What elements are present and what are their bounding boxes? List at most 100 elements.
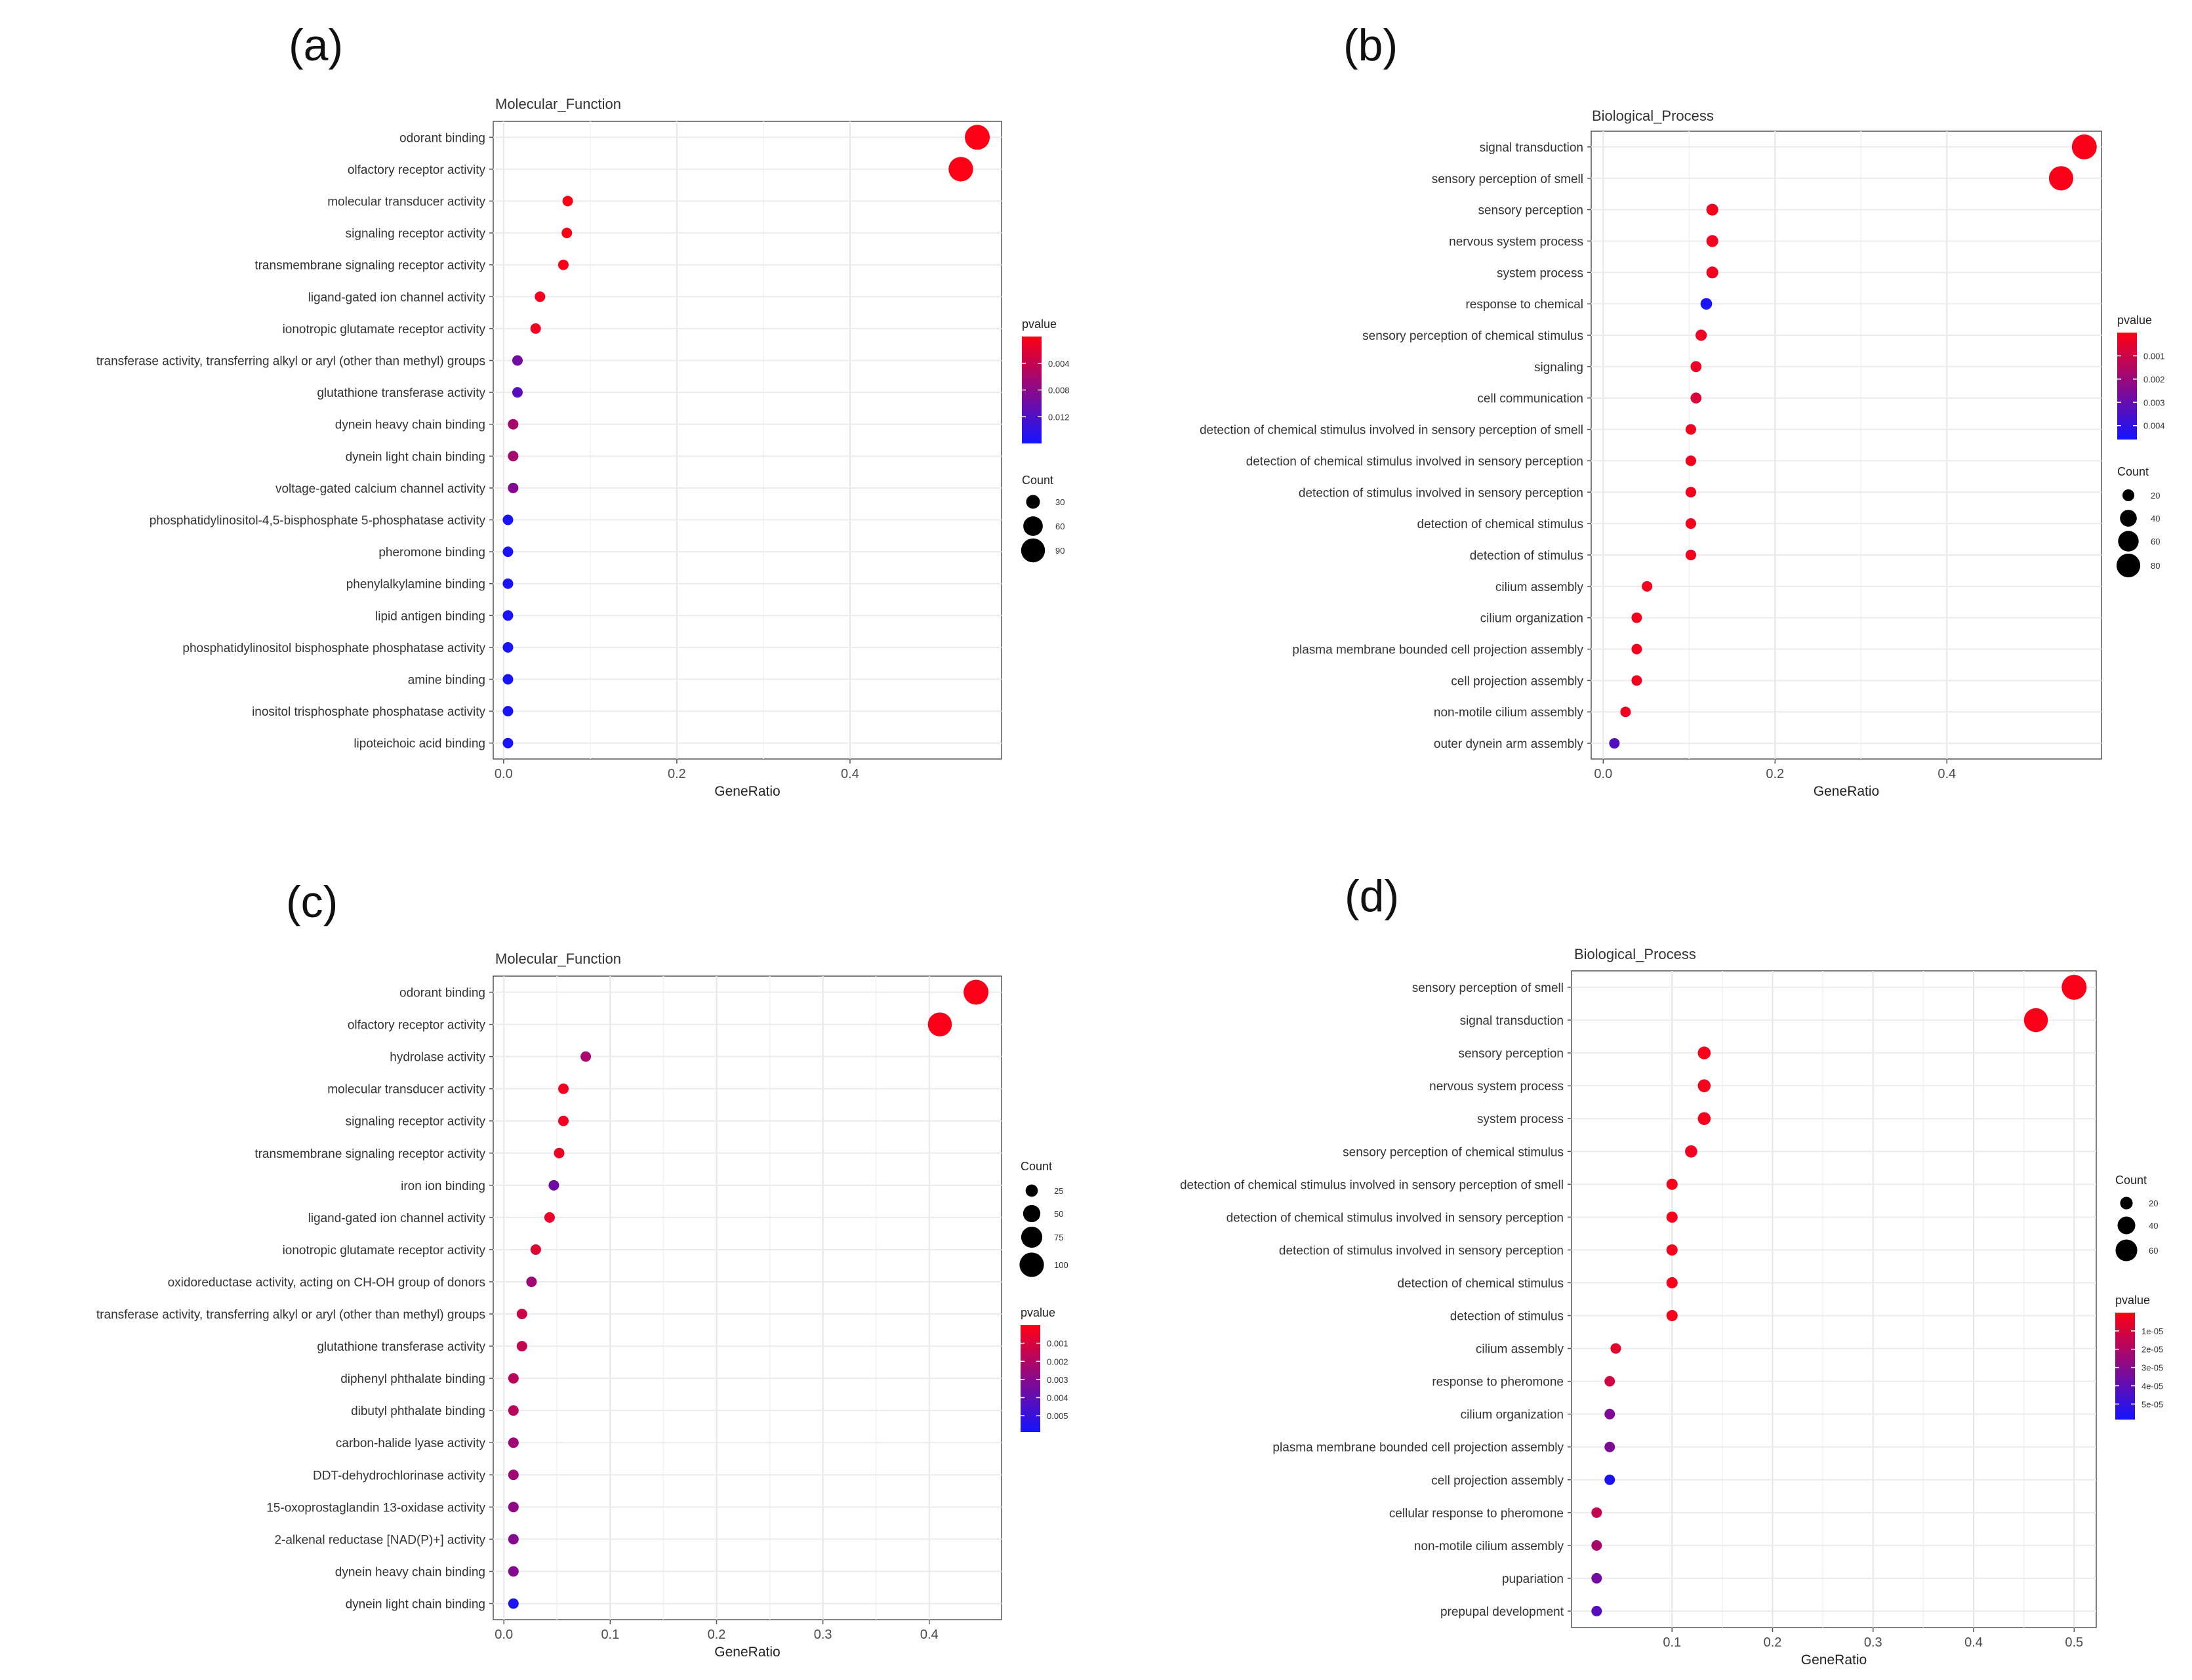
count-legend-key [1021, 538, 1045, 563]
data-point [580, 1051, 592, 1062]
pvalue-legend-label: 0.002 [2143, 375, 2165, 384]
data-point [508, 1373, 519, 1384]
y-tick-label: sensory perception [1458, 1047, 1564, 1061]
data-point [1706, 235, 1718, 247]
y-tick-label: ionotropic glutamate receptor activity [283, 323, 486, 337]
chart-title: Molecular_Function [495, 96, 621, 112]
data-point [1604, 1408, 1615, 1420]
data-point [1706, 266, 1718, 279]
pvalue-legend-label: 0.004 [1047, 1393, 1068, 1403]
count-legend-title: Count [2117, 465, 2149, 478]
x-tick-label: 0.0 [495, 1628, 513, 1642]
data-point [1620, 707, 1631, 718]
data-point [502, 737, 514, 748]
pvalue-legend-label: 0.001 [2143, 351, 2165, 361]
x-axis-title: GeneRatio [714, 784, 780, 799]
y-tick-label: cilium assembly [1476, 1343, 1564, 1357]
data-point [508, 1534, 519, 1545]
pvalue-legend-label: 5e-05 [2141, 1399, 2163, 1409]
data-point [1685, 424, 1697, 435]
count-legend-key [2117, 1216, 2136, 1235]
x-axis-title: GeneRatio [714, 1645, 780, 1660]
data-point [508, 451, 519, 462]
data-point [965, 125, 990, 150]
y-tick-label: sensory perception of smell [1412, 981, 1564, 995]
y-tick-label: cell communication [1477, 392, 1583, 406]
data-point [1697, 1046, 1711, 1059]
y-tick-label: olfactory receptor activity [348, 163, 486, 177]
y-tick-label: signaling [1534, 361, 1583, 375]
count-legend-key [2122, 489, 2135, 502]
count-legend-key [1021, 1226, 1043, 1248]
y-tick-label: phosphatidylinositol-4,5-bisphosphate 5-… [150, 514, 486, 528]
y-tick-label: transmembrane signaling receptor activit… [254, 259, 485, 273]
x-tick-label: 0.4 [841, 767, 859, 781]
data-point [1591, 1572, 1602, 1584]
x-axis-title: GeneRatio [1801, 1652, 1867, 1668]
y-tick-label: ligand-gated ion channel activity [308, 1212, 486, 1225]
y-tick-label: 2-alkenal reductase [NAD(P)+] activity [274, 1533, 485, 1547]
data-point [1666, 1244, 1678, 1256]
data-point [2061, 975, 2087, 1000]
count-legend-label: 50 [1054, 1209, 1063, 1219]
pvalue-colorbar [2117, 333, 2137, 440]
y-tick-label: prepupal development [1440, 1605, 1564, 1619]
panel-label-d: (d) [1345, 871, 1400, 921]
count-legend-key [2115, 1239, 2138, 1261]
count-legend-label: 40 [2151, 514, 2160, 523]
count-legend-label: 40 [2149, 1221, 2158, 1231]
data-point [508, 1469, 519, 1481]
x-tick-label: 0.0 [495, 767, 513, 781]
data-point [508, 419, 519, 430]
pvalue-legend-title: pvalue [1022, 318, 1057, 331]
data-point [1706, 203, 1718, 216]
data-point [558, 259, 569, 270]
count-legend-key [1023, 1204, 1041, 1223]
y-tick-label: molecular transducer activity [327, 1083, 485, 1097]
y-tick-label: cellular response to pheromone [1389, 1507, 1564, 1521]
y-tick-label: transmembrane signaling receptor activit… [254, 1147, 485, 1161]
count-legend-label: 90 [1055, 546, 1065, 556]
data-point [2023, 1008, 2048, 1033]
pvalue-colorbar [2115, 1313, 2135, 1420]
plot-area [1571, 970, 2097, 1628]
x-tick-label: 0.3 [814, 1628, 832, 1642]
panel-label-c: (c) [286, 877, 338, 927]
y-tick-label: pupariation [1502, 1572, 1564, 1586]
data-point [558, 1115, 569, 1126]
plot-area [493, 975, 1002, 1620]
y-tick-label: non-motile cilium assembly [1434, 706, 1584, 720]
plot-area [493, 121, 1002, 760]
data-point [1604, 1441, 1615, 1452]
count-legend-key [1025, 1184, 1038, 1197]
data-point [964, 979, 989, 1005]
pvalue-legend-title: pvalue [1021, 1306, 1055, 1319]
x-tick-label: 0.3 [1864, 1635, 1882, 1650]
data-point [927, 1012, 952, 1036]
y-tick-label: dynein heavy chain binding [335, 1565, 485, 1579]
y-tick-label: detection of chemical stimulus [1417, 518, 1583, 531]
y-tick-label: nervous system process [1429, 1080, 1564, 1094]
data-point [508, 1502, 519, 1513]
pvalue-legend-label: 0.002 [1047, 1357, 1068, 1366]
data-point [1631, 612, 1642, 623]
y-tick-label: detection of chemical stimulus involved … [1246, 455, 1583, 468]
data-point [2048, 166, 2074, 191]
data-point [1685, 518, 1697, 529]
data-point [502, 642, 514, 653]
y-tick-label: detection of stimulus [1470, 549, 1583, 563]
y-tick-label: transferase activity, transferring alkyl… [96, 1308, 485, 1322]
x-axis-title: GeneRatio [1814, 784, 1879, 799]
data-point [508, 1437, 519, 1448]
count-legend-key [1019, 1252, 1044, 1277]
count-legend-key [2118, 531, 2139, 552]
count-legend-label: 20 [2149, 1199, 2158, 1208]
y-tick-label: cilium organization [1461, 1408, 1564, 1422]
data-point [502, 546, 514, 558]
count-legend-label: 25 [1054, 1186, 1063, 1196]
count-legend-title: Count [1021, 1160, 1052, 1173]
data-point [502, 674, 514, 685]
pvalue-legend-label: 0.008 [1048, 386, 1070, 396]
